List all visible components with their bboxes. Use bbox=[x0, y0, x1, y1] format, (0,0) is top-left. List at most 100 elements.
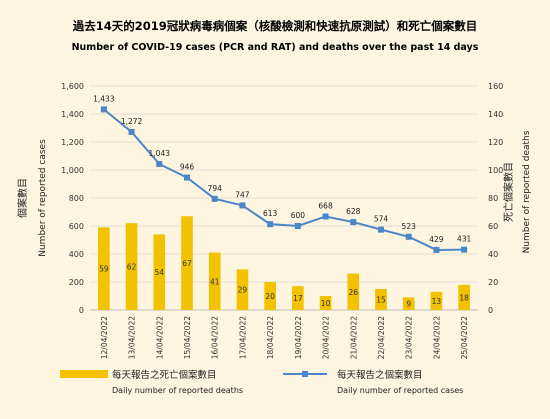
x-tick-label: 25/04/2022 bbox=[460, 316, 469, 359]
bar bbox=[319, 296, 332, 310]
line-data-label: 1,433 bbox=[93, 94, 115, 103]
x-tick-label: 12/04/2022 bbox=[100, 316, 109, 359]
x-tick-label: 16/04/2022 bbox=[211, 316, 220, 359]
chart-title: 過去14天的2019冠狀病毒病個案（核酸檢測和快速抗原測試）和死亡個案數目 bbox=[72, 19, 478, 33]
bar-series-deaths bbox=[98, 216, 470, 310]
bar bbox=[292, 286, 304, 310]
left-axis-title: 個案數目 Number of reported cases bbox=[16, 139, 48, 257]
line-point bbox=[433, 246, 440, 253]
right-tick-label: 160 bbox=[488, 82, 503, 91]
bar bbox=[208, 252, 221, 310]
x-tick-label: 20/04/2022 bbox=[322, 316, 331, 359]
bar bbox=[347, 273, 360, 310]
line-data-label: 429 bbox=[429, 235, 444, 244]
bar-data-label: 54 bbox=[155, 268, 165, 277]
line-data-label: 574 bbox=[374, 215, 389, 224]
x-axis-ticks: 12/04/2022 13/04/2022 14/04/2022 15/04/2022… bbox=[100, 316, 469, 359]
right-tick-label: 120 bbox=[488, 138, 503, 147]
bar bbox=[264, 282, 276, 310]
x-tick-label: 22/04/2022 bbox=[377, 316, 386, 359]
legend-label-cases-en: Daily number of reported cases bbox=[337, 386, 463, 395]
left-axis-title-zh: 個案數目 bbox=[16, 178, 29, 218]
line-point bbox=[184, 174, 190, 181]
line-point bbox=[211, 195, 218, 202]
right-axis-ticks: 0 20 40 60 80 100 120 140 160 bbox=[488, 82, 503, 315]
bar-data-label: 13 bbox=[432, 297, 442, 306]
right-tick-label: 80 bbox=[488, 194, 498, 203]
x-tick-label: 18/04/2022 bbox=[266, 316, 275, 359]
line-data-label: 946 bbox=[180, 163, 195, 172]
line-point bbox=[322, 213, 329, 220]
line-data-label: 668 bbox=[318, 201, 333, 210]
left-axis-title-en: Number of reported cases bbox=[38, 139, 48, 257]
line-data-label: 794 bbox=[208, 184, 223, 193]
line-data-label: 1,043 bbox=[149, 149, 171, 158]
bar-data-label: 10 bbox=[321, 299, 331, 308]
left-tick-label: 600 bbox=[69, 222, 84, 231]
line-point bbox=[128, 128, 135, 135]
line-point bbox=[294, 223, 301, 229]
line-point bbox=[156, 160, 163, 167]
x-tick-label: 13/04/2022 bbox=[128, 316, 137, 359]
bar bbox=[125, 223, 138, 310]
x-tick-label: 19/04/2022 bbox=[294, 316, 303, 359]
bar-data-label: 15 bbox=[376, 296, 386, 305]
right-tick-label: 40 bbox=[488, 250, 498, 259]
line-point bbox=[100, 106, 107, 113]
bar-data-label: 29 bbox=[238, 286, 248, 295]
x-tick-label: 14/04/2022 bbox=[155, 316, 164, 359]
line-data-label: 613 bbox=[263, 209, 278, 218]
line-data-label: 1,272 bbox=[121, 117, 143, 126]
bar-data-label: 62 bbox=[127, 263, 137, 272]
right-axis-title: 死亡個案數目 Number of reported deaths bbox=[502, 130, 532, 253]
line-point bbox=[405, 233, 412, 240]
legend-label-cases-zh: 每天報告之個案數目 bbox=[337, 369, 423, 381]
legend-swatch-cases-marker bbox=[302, 371, 308, 377]
line-point bbox=[350, 219, 357, 226]
bar-data-label: 59 bbox=[99, 265, 109, 274]
series-line bbox=[103, 108, 465, 251]
bar-data-label: 20 bbox=[265, 292, 275, 301]
right-tick-label: 20 bbox=[488, 278, 498, 287]
right-axis-title-zh: 死亡個案數目 bbox=[502, 162, 515, 222]
bar-data-label: 26 bbox=[349, 288, 359, 297]
left-tick-label: 400 bbox=[69, 250, 84, 259]
legend-swatch-deaths bbox=[60, 370, 108, 378]
right-tick-label: 100 bbox=[488, 166, 503, 175]
bar bbox=[375, 289, 387, 310]
left-tick-label: 200 bbox=[69, 278, 84, 287]
bar bbox=[236, 269, 249, 310]
legend: 每天報告之死亡個案數目 Daily number of reported dea… bbox=[60, 369, 463, 395]
gridlines bbox=[90, 85, 478, 311]
right-tick-label: 0 bbox=[488, 306, 493, 315]
line-point bbox=[378, 226, 384, 233]
legend-item-cases: 每天報告之個案數目 Daily number of reported cases bbox=[283, 369, 463, 395]
bar bbox=[458, 284, 470, 310]
right-tick-label: 60 bbox=[488, 222, 498, 231]
line-data-label: 747 bbox=[235, 190, 250, 199]
bar-data-labels: 59 62 54 67 41 29 20 17 10 26 15 9 13 18 bbox=[99, 259, 469, 309]
left-tick-label: 800 bbox=[69, 194, 84, 203]
bar-data-label: 41 bbox=[210, 277, 220, 286]
line-point bbox=[267, 221, 274, 228]
legend-item-deaths: 每天報告之死亡個案數目 Daily number of reported dea… bbox=[60, 369, 243, 395]
legend-label-deaths-zh: 每天報告之死亡個案數目 bbox=[112, 369, 217, 381]
right-axis-title-en: Number of reported deaths bbox=[522, 130, 532, 253]
x-tick-label: 21/04/2022 bbox=[349, 316, 358, 359]
bar bbox=[430, 291, 443, 310]
x-tick-label: 17/04/2022 bbox=[238, 316, 247, 359]
bar bbox=[402, 297, 415, 310]
bar-data-label: 17 bbox=[293, 294, 303, 303]
bar bbox=[98, 227, 110, 310]
legend-label-deaths-en: Daily number of reported deaths bbox=[112, 386, 243, 395]
line-data-label: 600 bbox=[291, 211, 306, 220]
line-point bbox=[239, 202, 246, 209]
left-axis-ticks: 0 200 400 600 800 1,000 1,200 1,400 1,600 bbox=[61, 82, 84, 315]
line-data-label: 628 bbox=[346, 207, 361, 216]
bar-data-label: 18 bbox=[459, 293, 469, 302]
left-tick-label: 1,400 bbox=[61, 110, 84, 119]
left-tick-label: 1,000 bbox=[61, 166, 84, 175]
line-series-cases bbox=[100, 106, 468, 253]
line-data-labels: 1,433 1,272 1,043 946 794 747 613 600 668 628 574 5… bbox=[93, 94, 471, 244]
